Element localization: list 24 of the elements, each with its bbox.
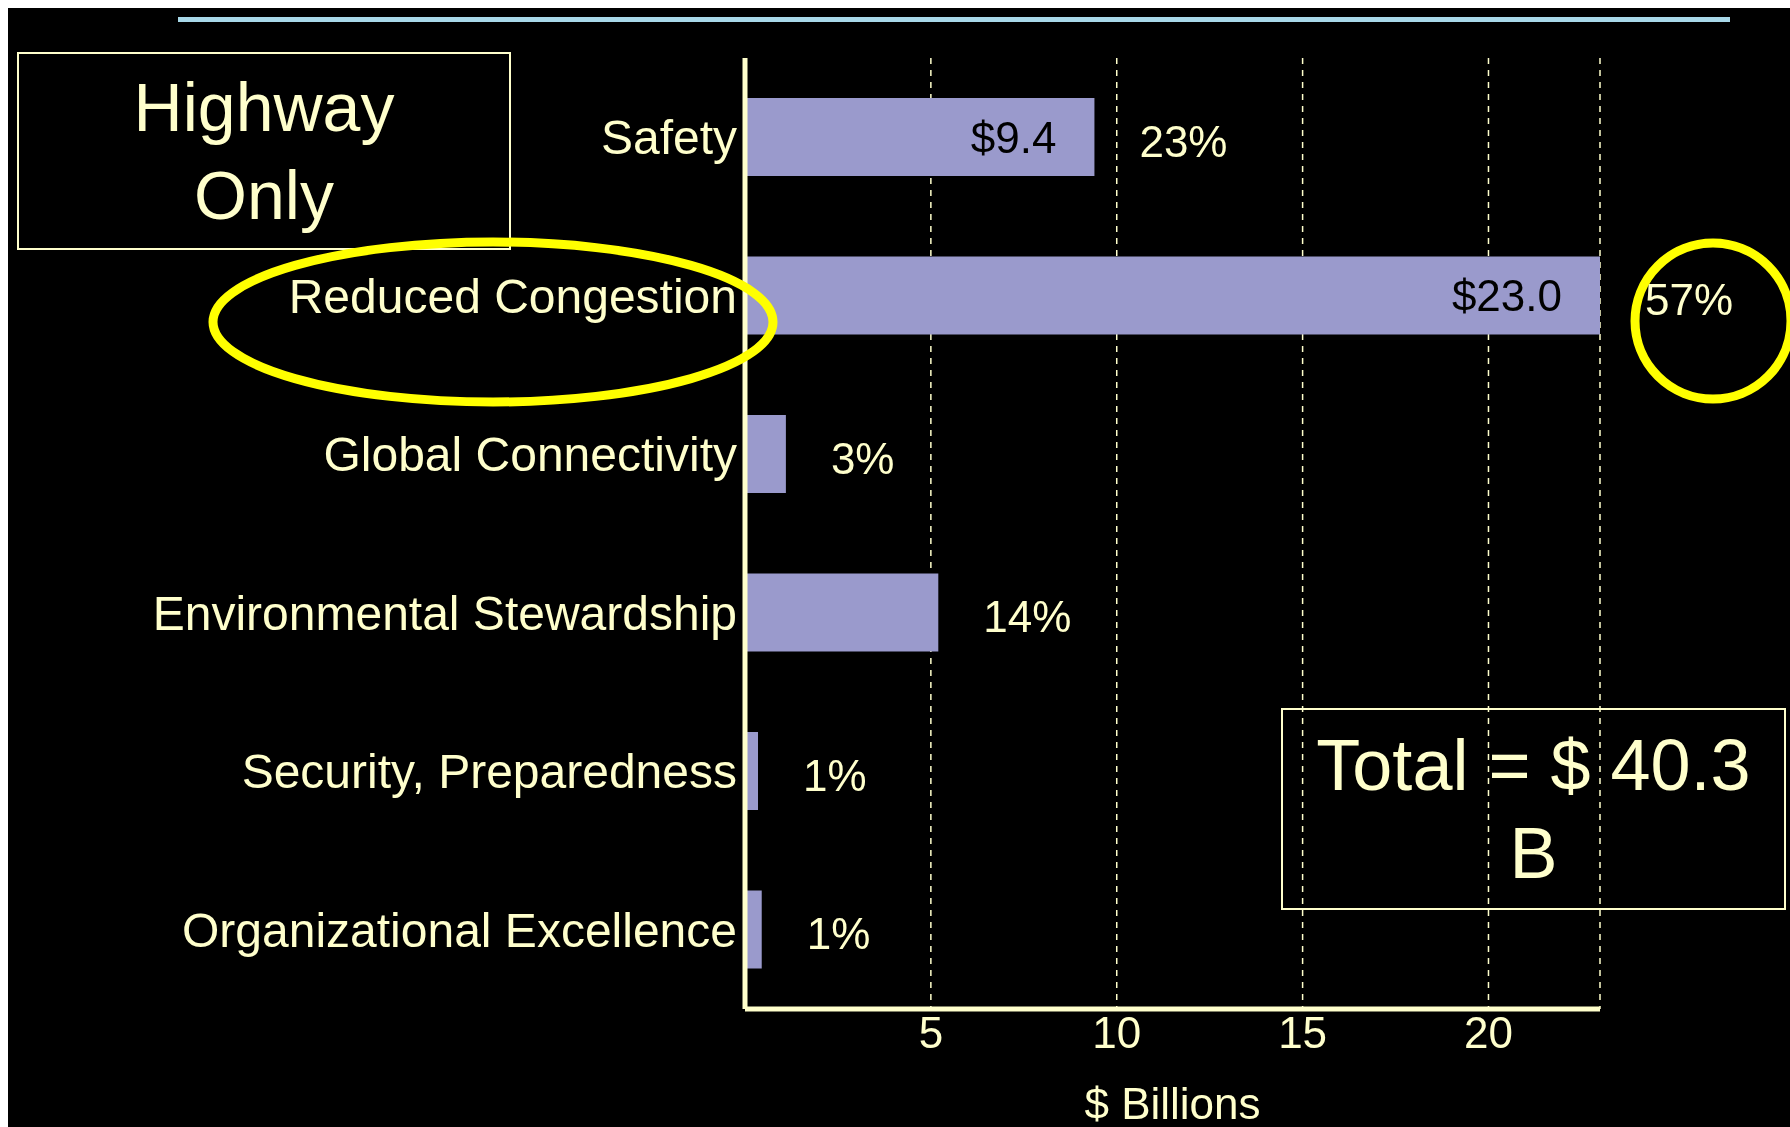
y-tick-label: Security, Preparedness <box>241 745 737 799</box>
data-label: $9.4 <box>970 112 1057 162</box>
annotation: 1% <box>803 750 867 800</box>
x-tick-label: 5 <box>918 1008 944 1058</box>
y-tick-label: Reduced Congestion <box>288 269 737 323</box>
text: Highway Only <box>17 52 511 250</box>
annotation: 14% <box>983 592 1072 642</box>
annotation: Total = $ 40.3 B <box>1281 708 1786 910</box>
y-tick-label: Environmental Stewardship <box>152 586 737 640</box>
x-tick-label: 10 <box>1092 1008 1142 1058</box>
y-tick-label: Global Connectivity <box>323 428 737 482</box>
y-tick-label: Organizational Excellence <box>182 903 737 957</box>
bar <box>745 415 786 493</box>
annotation: 1% <box>806 909 871 959</box>
annotation: 23% <box>1139 116 1228 166</box>
bar <box>745 573 939 652</box>
y-tick-label: Safety <box>600 111 737 165</box>
annotation: 57% <box>1645 275 1734 325</box>
x-tick-label: 20 <box>1464 1008 1513 1058</box>
annotation: 3% <box>830 433 895 483</box>
x-tick-label: 15 <box>1278 1008 1328 1058</box>
bar <box>745 98 1095 176</box>
x-axis-title: $ Billions <box>1084 1079 1261 1127</box>
data-label: $23.0 <box>1451 271 1562 320</box>
